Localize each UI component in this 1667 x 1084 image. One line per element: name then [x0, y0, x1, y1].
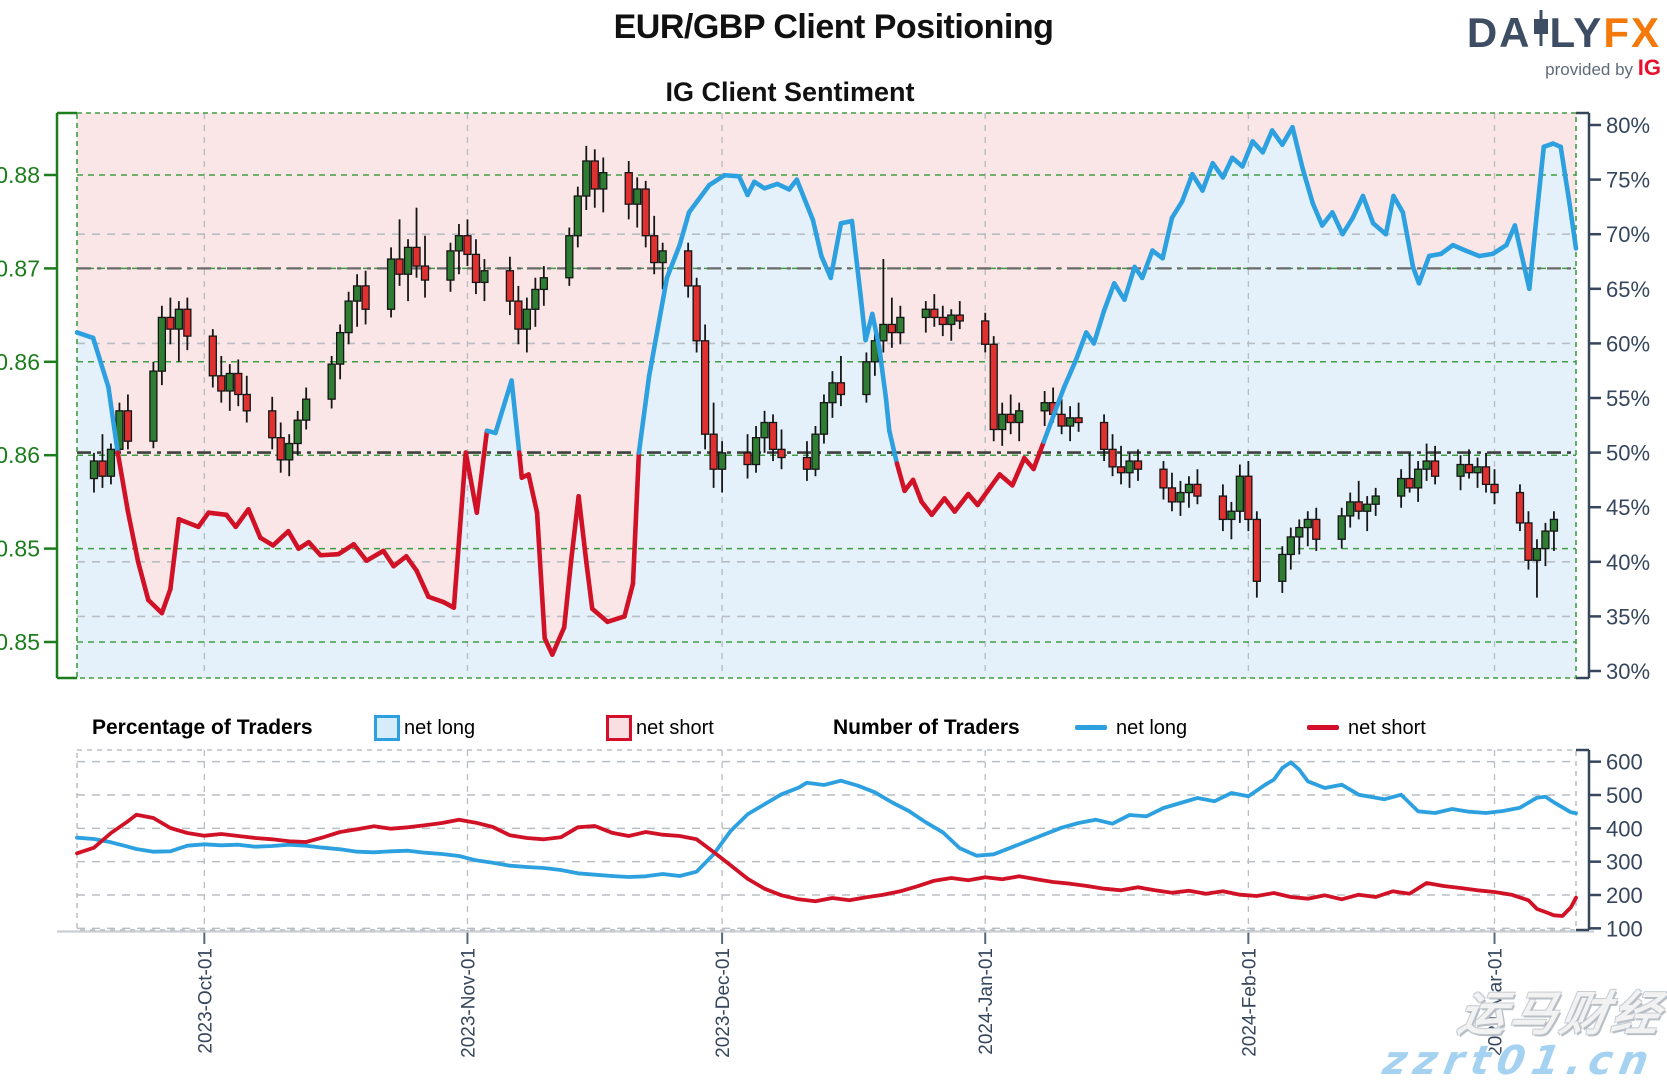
- net-long-percentage-line: [74, 124, 1579, 657]
- legend-label-num-net-short: net short: [1348, 717, 1426, 739]
- svg-text:55%: 55%: [1606, 386, 1650, 411]
- ig-logo-text: IG: [1637, 55, 1661, 80]
- net-short-swatch-icon: [606, 715, 632, 741]
- svg-text:30%: 30%: [1606, 659, 1650, 684]
- percent-axis: 80% 75% 70% 65% 60% 55% 50% 45% 40% 35% 30%: [1576, 111, 1650, 684]
- svg-text:2024-Jan-01: 2024-Jan-01: [976, 948, 997, 1055]
- legend-label-pct-net-short: net short: [636, 717, 714, 739]
- traders-net-long-line: [75, 760, 1578, 879]
- svg-text:40%: 40%: [1606, 550, 1650, 575]
- svg-text:0.86: 0.86: [0, 349, 40, 375]
- traders-count-axis: 600 500 400 300 200 100: [1576, 748, 1643, 941]
- provided-by-line: provided by IG: [1467, 55, 1661, 81]
- logo-text-da: DA: [1466, 9, 1532, 56]
- svg-text:80%: 80%: [1606, 113, 1650, 138]
- svg-text:0.87: 0.87: [0, 255, 40, 281]
- legend-group-percentage-title: Percentage of Traders: [92, 716, 313, 739]
- svg-text:75%: 75%: [1606, 168, 1650, 193]
- svg-text:2023-Nov-01: 2023-Nov-01: [458, 948, 479, 1058]
- candlestick-icon: [1533, 10, 1549, 51]
- watermark-line1: 运马财经: [1453, 987, 1667, 1042]
- svg-text:200: 200: [1606, 883, 1643, 908]
- svg-text:500: 500: [1606, 783, 1643, 808]
- svg-text:0.85: 0.85: [0, 629, 40, 655]
- legend-group-number-title: Number of Traders: [833, 716, 1020, 739]
- chart-legend: Percentage of Traders net long net short…: [0, 710, 1667, 750]
- logo-text-fx: FX: [1603, 9, 1661, 56]
- svg-text:100: 100: [1606, 916, 1643, 941]
- svg-text:60%: 60%: [1606, 331, 1650, 356]
- legend-label-pct-net-long: net long: [404, 717, 476, 739]
- svg-text:0.88: 0.88: [0, 162, 40, 188]
- svg-text:300: 300: [1606, 850, 1643, 875]
- number-of-traders-chart: [75, 749, 1578, 931]
- svg-text:2024-Feb-01: 2024-Feb-01: [1239, 948, 1260, 1057]
- svg-text:50%: 50%: [1606, 441, 1650, 466]
- logo-text-ly: LY: [1549, 9, 1604, 56]
- svg-text:0.86: 0.86: [0, 442, 40, 468]
- legend-label-num-net-long: net long: [1116, 717, 1188, 739]
- svg-text:0.85: 0.85: [0, 536, 40, 562]
- svg-text:35%: 35%: [1606, 604, 1650, 629]
- svg-text:45%: 45%: [1606, 495, 1650, 520]
- net-short-line-icon: [1307, 725, 1339, 730]
- net-long-line-icon: [1075, 725, 1107, 730]
- watermark: 运马财经 zzrt01.cn: [1379, 987, 1667, 1084]
- dailyfx-logo: DA LY FX provided by IG: [1467, 10, 1661, 81]
- watermark-line2: zzrt01.cn: [1379, 1038, 1659, 1084]
- provided-by-text: provided by: [1545, 60, 1634, 79]
- main-chart: [76, 112, 1577, 679]
- svg-text:2023-Dec-01: 2023-Dec-01: [713, 948, 734, 1058]
- svg-text:600: 600: [1606, 750, 1643, 775]
- svg-text:2023-Oct-01: 2023-Oct-01: [195, 948, 216, 1054]
- net-long-swatch-icon: [374, 715, 400, 741]
- candles-layer: [89, 145, 1559, 598]
- chart-subtitle: IG Client Sentiment: [665, 77, 915, 107]
- svg-text:65%: 65%: [1606, 277, 1650, 302]
- svg-text:70%: 70%: [1606, 222, 1650, 247]
- svg-text:2024-Mar-01: 2024-Mar-01: [1486, 948, 1507, 1057]
- svg-text:400: 400: [1606, 816, 1643, 841]
- traders-net-short-line: [75, 812, 1578, 918]
- price-axis: 0.88 0.87 0.86 0.86 0.85 0.85: [0, 111, 77, 680]
- page-title: EUR/GBP Client Positioning: [613, 8, 1054, 46]
